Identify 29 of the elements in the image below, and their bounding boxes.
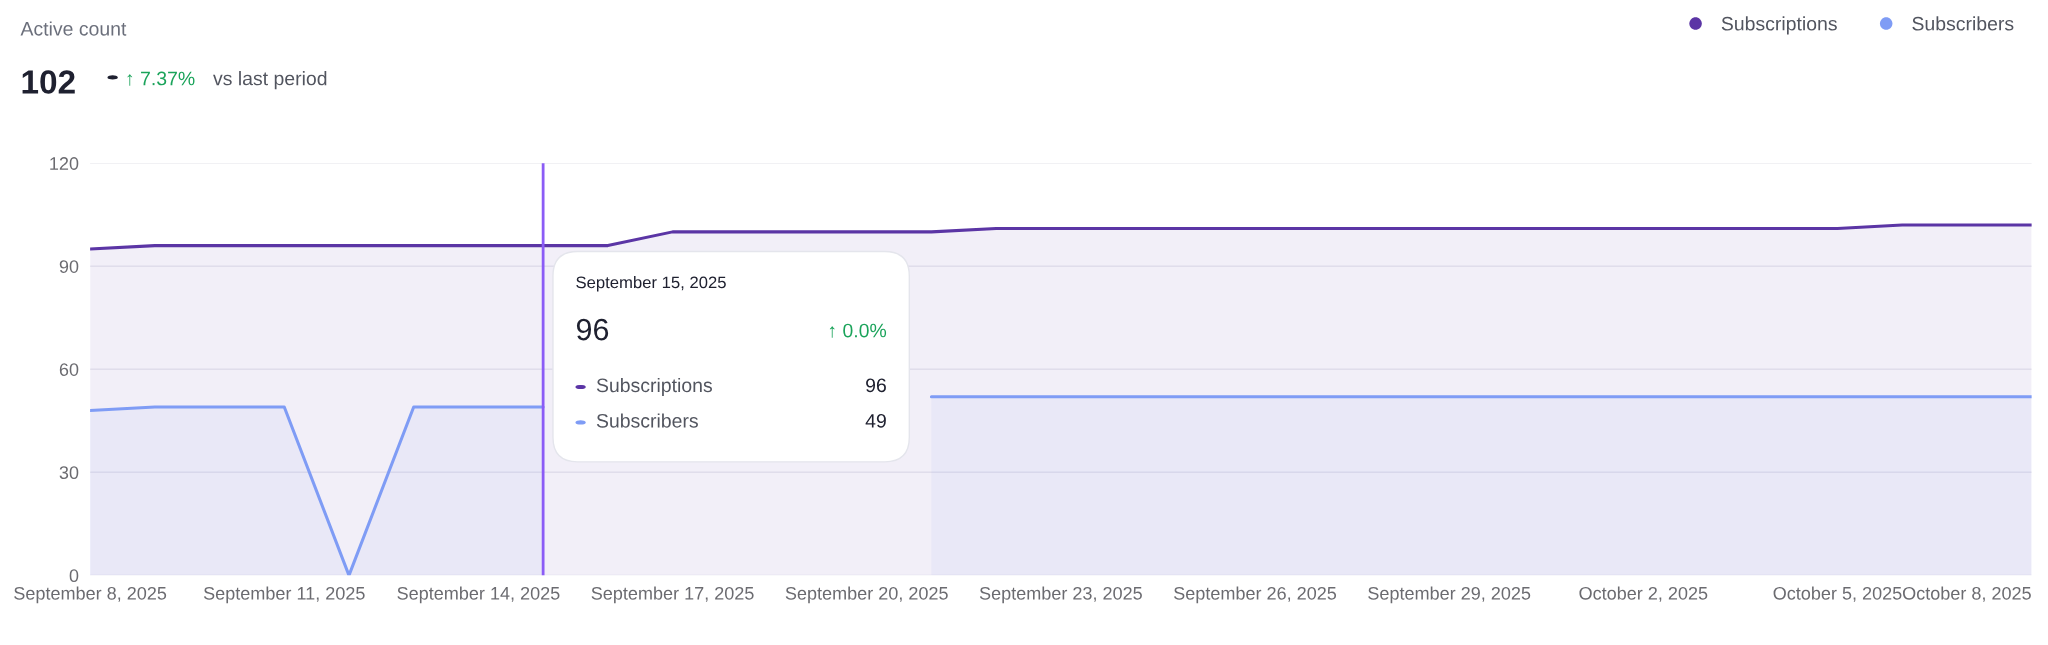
annotation: 96 [576, 318, 609, 341]
x-tick-label: September 14, 2025 [397, 586, 560, 604]
annotation: ↑ 0.0% [829, 323, 887, 338]
x-tick-label: September 8, 2025 [14, 586, 167, 604]
x-tick-label: September 11, 2025 [203, 586, 365, 604]
y-tick-label: 60 [59, 363, 79, 376]
x-tick-label: September 26, 2025 [1174, 586, 1337, 604]
x-tick-label: October 2, 2025 [1579, 586, 1708, 602]
x-tick-label: September 17, 2025 [591, 586, 754, 604]
x-tick-label: September 20, 2025 [785, 586, 948, 604]
annotation: 96 [866, 378, 886, 393]
y-tick-label: 0 [69, 569, 79, 583]
chart-title: Active count [20, 21, 127, 36]
text: vs last period [213, 71, 327, 90]
x-tick-label: October 8, 2025 [1903, 586, 2031, 602]
chart-subtitle: 102 [22, 70, 75, 94]
y-tick-label: 120 [50, 157, 79, 170]
annotation: Subscriptions [596, 377, 712, 397]
y-tick-label: 90 [59, 260, 79, 273]
annotation: 49 [865, 413, 886, 428]
text: ↑ 7.37% [127, 71, 195, 86]
annotation: September 15, 2025 [576, 276, 726, 292]
x-tick-label: September 23, 2025 [979, 586, 1142, 604]
annotation: Subscribers [596, 413, 698, 428]
x-tick-label: October 5, 2025 [1773, 586, 1902, 602]
legend-label: Subscriptions [1721, 16, 1837, 35]
legend-label: Subscribers [1912, 16, 2014, 31]
x-tick-label: September 29, 2025 [1368, 586, 1531, 604]
y-tick-label: 30 [59, 466, 79, 480]
